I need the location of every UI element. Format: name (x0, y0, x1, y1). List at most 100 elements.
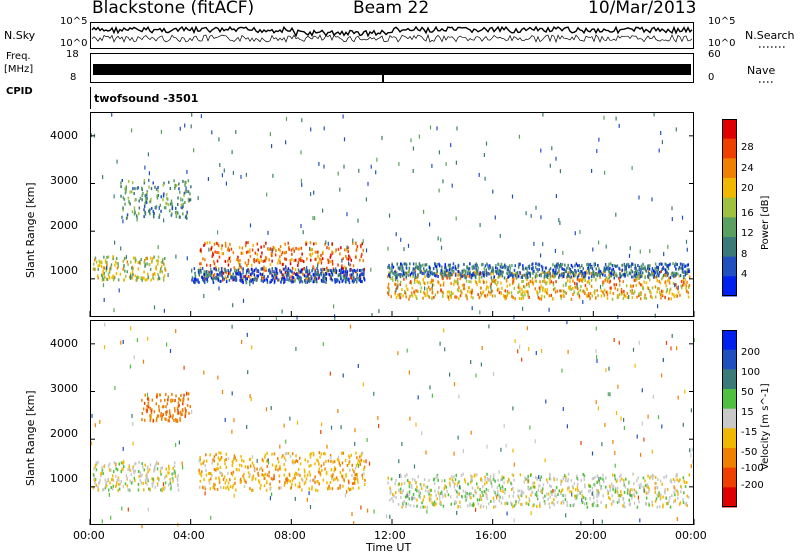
echo-cell (307, 273, 309, 277)
echo-cell (167, 471, 169, 475)
echo-cell (325, 276, 327, 280)
echo-cell (134, 462, 136, 466)
echo-cell (622, 296, 625, 300)
echo-cell (265, 488, 268, 492)
echo-cell (342, 274, 345, 278)
echo-cell (282, 267, 284, 271)
echo-cell (661, 293, 663, 297)
echo-cell (331, 250, 333, 254)
echo-cell (163, 218, 165, 223)
echo-cell (608, 496, 610, 500)
echo-cell (235, 488, 237, 492)
echo-cell (661, 289, 663, 293)
echo-cell (295, 472, 297, 475)
echo-cell (491, 279, 493, 282)
echo-cell (147, 405, 150, 409)
echo-cell (194, 272, 196, 276)
echo-cell (297, 247, 299, 251)
echo-cell (538, 262, 540, 266)
echo-cell (184, 415, 186, 418)
echo-cell (244, 465, 247, 469)
echo-cell (519, 493, 522, 497)
echo-cell (631, 291, 633, 295)
echo-cell (426, 505, 429, 509)
echo-cell (283, 463, 285, 466)
echo-cell (330, 459, 332, 463)
echo-cell (363, 276, 365, 280)
echo-cell (148, 263, 151, 266)
echo-cell (180, 197, 182, 202)
echo-cell (154, 272, 156, 276)
echo-cell (451, 183, 453, 188)
echo-cell (540, 475, 542, 479)
echo-cell (501, 274, 504, 278)
echo-cell (155, 463, 157, 467)
echo-cell (179, 418, 181, 422)
echo-cell (297, 472, 299, 476)
echo-cell (378, 309, 380, 314)
echo-cell (343, 164, 345, 169)
velocity-colorbar-swatch (722, 330, 737, 351)
echo-cell (590, 278, 593, 282)
echo-cell (403, 499, 406, 503)
echo-cell (548, 268, 551, 272)
echo-cell (395, 496, 397, 499)
echo-cell (661, 277, 663, 281)
echo-cell (282, 273, 285, 277)
echo-cell (675, 267, 677, 271)
echo-cell (141, 462, 143, 466)
echo-cell (496, 495, 498, 500)
echo-cell (518, 297, 521, 300)
echo-cell (137, 261, 139, 264)
echo-cell (688, 473, 690, 477)
echo-cell (429, 488, 431, 492)
echo-cell (160, 399, 162, 403)
echo-cell (293, 259, 295, 263)
echo-cell (564, 291, 567, 294)
echo-cell (445, 268, 448, 272)
echo-cell (322, 208, 324, 213)
echo-cell (124, 187, 126, 191)
echo-cell (323, 280, 325, 284)
echo-cell (154, 485, 156, 489)
echo-cell (104, 259, 107, 263)
echo-cell (148, 171, 150, 176)
echo-cell (670, 297, 672, 301)
echo-cell (273, 246, 276, 250)
echo-cell (329, 255, 332, 259)
echo-cell (291, 479, 294, 483)
echo-cell (253, 269, 255, 273)
echo-cell (171, 416, 174, 420)
echo-cell (169, 187, 172, 190)
echo-cell (271, 274, 273, 278)
echo-cell (457, 266, 459, 270)
echo-cell (532, 272, 534, 275)
echo-cell (570, 270, 572, 273)
echo-cell (454, 482, 456, 486)
echo-cell (329, 276, 332, 280)
echo-cell (150, 278, 152, 282)
echo-cell (152, 419, 154, 423)
echo-cell (115, 485, 117, 489)
echo-cell (100, 471, 103, 475)
echo-cell (131, 413, 133, 418)
echo-cell (442, 281, 445, 285)
echo-cell (341, 461, 344, 465)
echo-cell (146, 262, 148, 266)
echo-cell (574, 285, 576, 289)
echo-cell (119, 272, 122, 276)
echo-cell (484, 176, 486, 181)
echo-cell (435, 266, 438, 270)
echo-cell (538, 297, 541, 301)
echo-cell (536, 274, 539, 278)
echo-cell (667, 501, 669, 505)
velocity-ytick-3000: 3000 (50, 382, 78, 395)
echo-cell (417, 395, 419, 400)
echo-cell (433, 500, 436, 504)
echo-cell (616, 500, 619, 504)
echo-cell (126, 476, 128, 480)
echo-cell (643, 296, 646, 300)
echo-cell (91, 413, 93, 418)
echo-cell (444, 270, 446, 274)
echo-cell (241, 278, 243, 282)
